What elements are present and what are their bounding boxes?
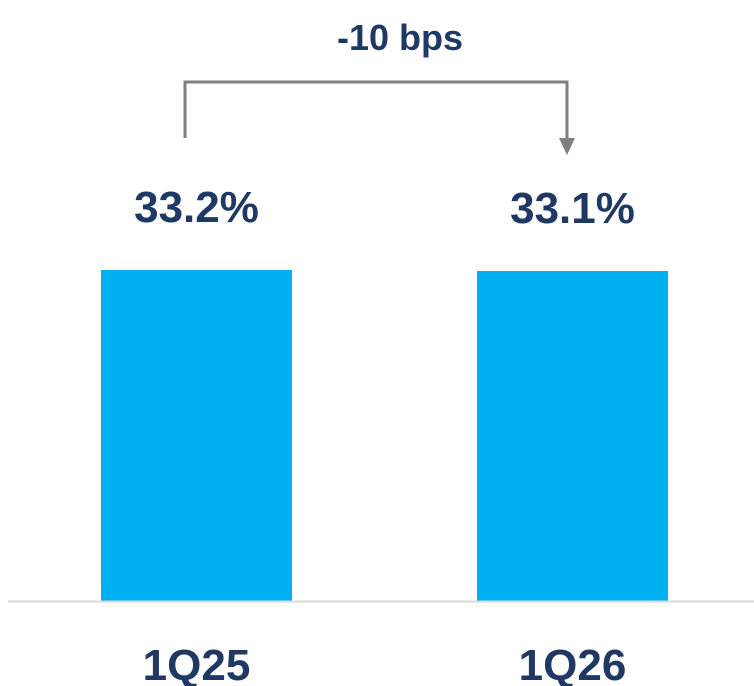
- connector-arrowhead: [559, 138, 575, 155]
- bar-1q26: [477, 270, 668, 601]
- connector-line: [183, 80, 569, 140]
- change-annotation: -10 bps: [337, 17, 463, 58]
- value-label-1q25: 33.2%: [134, 183, 259, 232]
- change-connector: [183, 80, 575, 155]
- value-label-1q26: 33.1%: [510, 184, 635, 233]
- category-label-1q26: 1Q26: [519, 641, 627, 686]
- category-label-1q25: 1Q25: [143, 641, 251, 686]
- bar-1q25: [101, 270, 292, 601]
